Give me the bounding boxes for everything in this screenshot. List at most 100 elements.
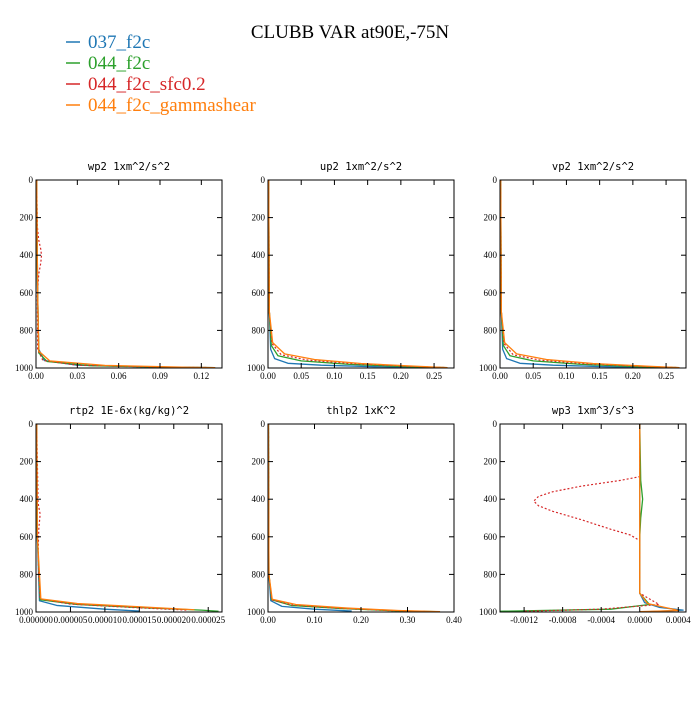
legend: 037_f2c044_f2c044_f2c_sfc0.2044_f2c_gamm… bbox=[66, 32, 256, 116]
y-tick-label: 1000 bbox=[15, 607, 34, 617]
figure-title: CLUBB VAR at90E,-75N bbox=[251, 22, 450, 43]
series-line bbox=[268, 180, 448, 368]
series-group bbox=[500, 180, 680, 368]
chart-panel: thlp2 1xK^2 0.00 0.10 0.20 0.30 0.40 0 200 400 60… bbox=[247, 405, 462, 625]
series-line bbox=[36, 180, 216, 368]
series-line bbox=[268, 424, 441, 612]
y-tick-label: 200 bbox=[20, 213, 34, 223]
x-tick-label: 0.25 bbox=[658, 371, 674, 381]
x-tick-label: 0.20 bbox=[353, 615, 369, 625]
panel-title: thlp2 1xK^2 bbox=[326, 405, 396, 417]
x-tick-label: -0.0008 bbox=[549, 615, 577, 625]
y-tick-label: 400 bbox=[484, 494, 498, 504]
series-line bbox=[36, 424, 140, 612]
legend-label: 044_f2c_gammashear bbox=[88, 95, 256, 116]
series-group bbox=[36, 424, 219, 612]
series-group bbox=[268, 424, 441, 612]
plot-frame bbox=[499, 179, 687, 369]
legend-label: 037_f2c bbox=[88, 32, 150, 53]
y-tick-label: 600 bbox=[484, 532, 498, 542]
x-tick-label: 0.000005 bbox=[54, 615, 88, 625]
series-line bbox=[500, 180, 680, 368]
plot-frame bbox=[267, 423, 455, 613]
x-tick-label: 0.10 bbox=[327, 371, 343, 381]
series-line bbox=[268, 180, 448, 368]
chart-panel: vp2 1xm^2/s^2 0.00 0.05 0.10 0.15 0.20 0.25 0 20… bbox=[479, 161, 687, 381]
y-tick-label: 600 bbox=[252, 288, 266, 298]
y-tick-label: 800 bbox=[20, 569, 34, 579]
panel-title: wp3 1xm^3/s^3 bbox=[552, 405, 634, 417]
series-line bbox=[36, 424, 219, 612]
x-tick-label: 0.20 bbox=[625, 371, 641, 381]
panel-title: vp2 1xm^2/s^2 bbox=[552, 161, 634, 173]
plot-frame bbox=[267, 179, 455, 369]
x-tick-label: 0.05 bbox=[293, 371, 309, 381]
x-tick-label: 0.15 bbox=[592, 371, 608, 381]
x-tick-label: 0.25 bbox=[426, 371, 442, 381]
x-tick-label: 0.00 bbox=[260, 371, 276, 381]
y-tick-label: 0 bbox=[493, 419, 498, 429]
x-tick-label: 0.000020 bbox=[157, 615, 191, 625]
x-tick-label: 0.06 bbox=[111, 371, 127, 381]
y-tick-label: 200 bbox=[252, 457, 266, 467]
y-tick-label: 0 bbox=[261, 419, 266, 429]
series-line bbox=[500, 180, 680, 368]
y-tick-label: 1000 bbox=[479, 363, 498, 373]
y-tick-label: 1000 bbox=[247, 607, 266, 617]
x-tick-label: 0.20 bbox=[393, 371, 409, 381]
x-tick-label: 0.00 bbox=[28, 371, 44, 381]
series-group bbox=[36, 180, 216, 368]
y-tick-label: 1000 bbox=[15, 363, 34, 373]
x-tick-label: 0.03 bbox=[69, 371, 85, 381]
legend-item: 044_f2c_sfc0.2 bbox=[66, 74, 206, 95]
y-tick-label: 400 bbox=[252, 250, 266, 260]
y-tick-label: 800 bbox=[252, 569, 266, 579]
x-tick-label: 0.15 bbox=[360, 371, 376, 381]
series-line bbox=[268, 180, 448, 368]
x-tick-label: 0.40 bbox=[446, 615, 462, 625]
y-tick-label: 800 bbox=[252, 325, 266, 335]
legend-item: 044_f2c_gammashear bbox=[66, 95, 256, 116]
y-tick-label: 200 bbox=[252, 213, 266, 223]
x-tick-label: 0.09 bbox=[152, 371, 168, 381]
series-group bbox=[268, 180, 448, 368]
legend-label: 044_f2c_sfc0.2 bbox=[88, 74, 206, 95]
plot-frame bbox=[35, 179, 223, 369]
series-line bbox=[36, 424, 195, 611]
x-tick-label: -0.0012 bbox=[510, 615, 538, 625]
y-tick-label: 0 bbox=[29, 419, 34, 429]
series-line bbox=[268, 424, 427, 612]
series-line bbox=[268, 180, 448, 368]
y-tick-label: 600 bbox=[20, 532, 34, 542]
x-tick-label: 0.10 bbox=[307, 615, 323, 625]
series-line bbox=[524, 424, 660, 612]
y-tick-label: 1000 bbox=[247, 363, 266, 373]
chart-panel: up2 1xm^2/s^2 0.00 0.05 0.10 0.15 0.20 0.25 0 20… bbox=[247, 161, 455, 381]
y-tick-label: 400 bbox=[252, 494, 266, 504]
series-line bbox=[500, 424, 651, 612]
series-line bbox=[639, 424, 679, 612]
legend-item: 037_f2c bbox=[66, 32, 150, 53]
x-tick-label: 0.00 bbox=[260, 615, 276, 625]
series-line bbox=[268, 424, 352, 612]
chart-panel: wp3 1xm^3/s^3 -0.0012 -0.0008 -0.0004 0.0000… bbox=[479, 405, 691, 625]
y-tick-label: 600 bbox=[252, 532, 266, 542]
y-tick-label: 800 bbox=[20, 325, 34, 335]
legend-item: 044_f2c bbox=[66, 53, 150, 74]
x-tick-label: 0.0000 bbox=[627, 615, 652, 625]
y-tick-label: 0 bbox=[493, 175, 498, 185]
y-tick-label: 0 bbox=[29, 175, 34, 185]
y-tick-label: 800 bbox=[484, 569, 498, 579]
y-tick-label: 200 bbox=[484, 213, 498, 223]
series-line bbox=[36, 180, 216, 368]
series-line bbox=[500, 180, 680, 368]
y-tick-label: 0 bbox=[261, 175, 266, 185]
x-tick-label: 0.000025 bbox=[191, 615, 225, 625]
y-tick-label: 200 bbox=[20, 457, 34, 467]
y-tick-label: 1000 bbox=[479, 607, 498, 617]
plot-frame bbox=[35, 423, 223, 613]
y-tick-label: 400 bbox=[20, 494, 34, 504]
series-line bbox=[36, 180, 216, 368]
